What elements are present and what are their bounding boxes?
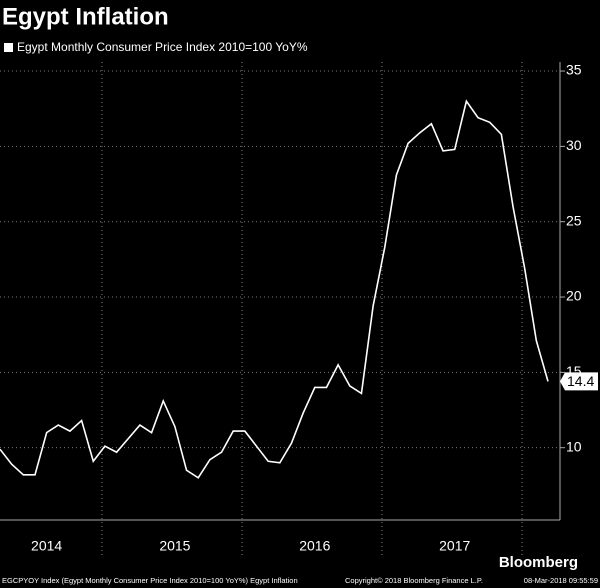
source: EGCPYOY Index (Egypt Monthly Consumer Pr… — [2, 576, 298, 585]
x-tick-label: 2014 — [31, 538, 62, 554]
y-tick-label: 25 — [566, 212, 582, 228]
copyright: Copyright© 2018 Bloomberg Finance L.P. — [345, 576, 483, 585]
y-tick-label: 30 — [566, 137, 582, 153]
y-tick-label: 10 — [566, 438, 582, 454]
timestamp: 08-Mar-2018 09:55:59 — [524, 576, 598, 585]
chart-title: Egypt Inflation — [2, 3, 169, 30]
y-tick-label: 20 — [566, 288, 582, 304]
x-tick-label: 2016 — [299, 538, 330, 554]
legend-swatch — [4, 43, 13, 52]
year-separators — [101, 62, 523, 555]
y-tick-label: 35 — [566, 62, 582, 78]
line — [0, 99, 549, 479]
legend-label: Egypt Monthly Consumer Price Index 2010=… — [17, 40, 308, 54]
last-value-label: 14.4 — [567, 373, 594, 389]
last-value-box — [560, 372, 598, 391]
x-tick-label: 2015 — [159, 538, 190, 554]
brand: Bloomberg — [499, 554, 578, 571]
x-tick-label: 2017 — [439, 538, 470, 554]
